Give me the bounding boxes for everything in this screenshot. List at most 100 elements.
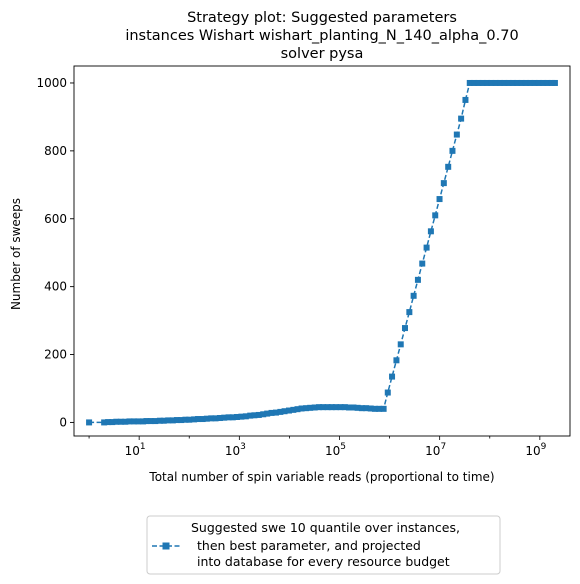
data-point (466, 79, 473, 86)
x-tick-base: 10 (525, 444, 540, 458)
y-axis-label: Number of sweeps (9, 198, 23, 310)
data-point (203, 415, 210, 422)
data-point (371, 405, 378, 412)
data-point (277, 408, 284, 415)
data-point (135, 418, 142, 425)
legend-label-line-3: into database for every resource budget (197, 554, 450, 569)
data-point (505, 79, 512, 86)
y-tick-label: 600 (44, 212, 67, 226)
data-point (514, 79, 521, 86)
data-point (255, 411, 262, 418)
data-point (212, 415, 219, 422)
data-point (427, 228, 434, 235)
data-point (225, 414, 232, 421)
legend-label-line-2: then best parameter, and projected (197, 538, 421, 553)
chart-title-line-3: solver pysa (281, 46, 364, 62)
y-tick-label: 200 (44, 348, 67, 362)
data-point (527, 79, 534, 86)
data-point (462, 96, 469, 103)
data-point (367, 405, 374, 412)
chart-title-line-2: instances Wishart wishart_planting_N_140… (125, 28, 518, 44)
data-point (479, 79, 486, 86)
x-tick-exponent: 5 (340, 442, 346, 452)
data-point (195, 416, 202, 423)
data-point (126, 418, 133, 425)
data-point (156, 417, 163, 424)
data-point (350, 404, 357, 411)
x-tick-exponent: 1 (140, 442, 146, 452)
data-point (414, 276, 421, 283)
data-point (316, 404, 323, 411)
y-tick-label: 0 (59, 415, 67, 429)
x-tick-base: 10 (325, 444, 340, 458)
data-point (208, 415, 215, 422)
data-point (436, 196, 443, 203)
legend: Suggested swe 10 quantile over instances… (146, 515, 501, 575)
x-tick-label: 101 (125, 442, 146, 458)
data-point (152, 418, 159, 425)
data-point (419, 260, 426, 267)
data-point (251, 412, 258, 419)
data-point (531, 79, 538, 86)
x-tick-label: 103 (225, 442, 246, 458)
legend-frame (146, 515, 501, 575)
data-point (86, 419, 93, 426)
data-point (247, 412, 254, 419)
data-point (406, 309, 413, 316)
data-point (178, 417, 185, 424)
data-point (389, 373, 396, 380)
data-point (501, 79, 508, 86)
data-point (363, 405, 370, 412)
data-point (324, 404, 331, 411)
data-point (376, 405, 383, 412)
data-point (160, 417, 167, 424)
data-point (393, 357, 400, 364)
data-point (432, 212, 439, 219)
data-point (535, 79, 542, 86)
data-point (484, 79, 491, 86)
x-tick-base: 10 (125, 444, 140, 458)
data-point (147, 418, 154, 425)
y-tick-label: 800 (44, 144, 67, 158)
data-point (384, 389, 391, 396)
data-point (268, 409, 275, 416)
data-point (488, 79, 495, 86)
x-tick-exponent: 3 (240, 442, 246, 452)
data-point (475, 79, 482, 86)
data-point (143, 418, 150, 425)
data-point (320, 404, 327, 411)
data-point (341, 404, 348, 411)
data-point (113, 418, 120, 425)
data-point (401, 325, 408, 332)
data-point (509, 79, 516, 86)
data-point (131, 418, 138, 425)
plot-frame (73, 65, 571, 437)
plot-area (73, 65, 571, 437)
x-axis-ticks: 101 103 105 107 109 (88, 436, 547, 458)
data-point (332, 404, 339, 411)
data-point (186, 416, 193, 423)
x-tick-label: 109 (525, 442, 546, 458)
data-point (109, 419, 116, 426)
data-point (294, 406, 301, 413)
x-tick-label: 107 (425, 442, 446, 458)
data-point (140, 418, 147, 425)
data-point (551, 79, 558, 86)
legend-marker-swatch (162, 542, 170, 550)
x-tick-base: 10 (225, 444, 240, 458)
data-point (216, 415, 223, 422)
data-point (285, 407, 292, 414)
y-tick-label: 1000 (36, 76, 67, 90)
data-point (260, 411, 267, 418)
data-point (544, 79, 551, 86)
data-point (522, 79, 529, 86)
data-point (440, 180, 447, 187)
x-tick-exponent: 7 (440, 442, 446, 452)
data-point (238, 413, 245, 420)
x-tick-exponent: 9 (541, 442, 547, 452)
x-axis-label: Total number of spin variable reads (pro… (148, 470, 494, 484)
data-point (307, 404, 314, 411)
data-point (540, 79, 547, 86)
data-point (497, 79, 504, 86)
